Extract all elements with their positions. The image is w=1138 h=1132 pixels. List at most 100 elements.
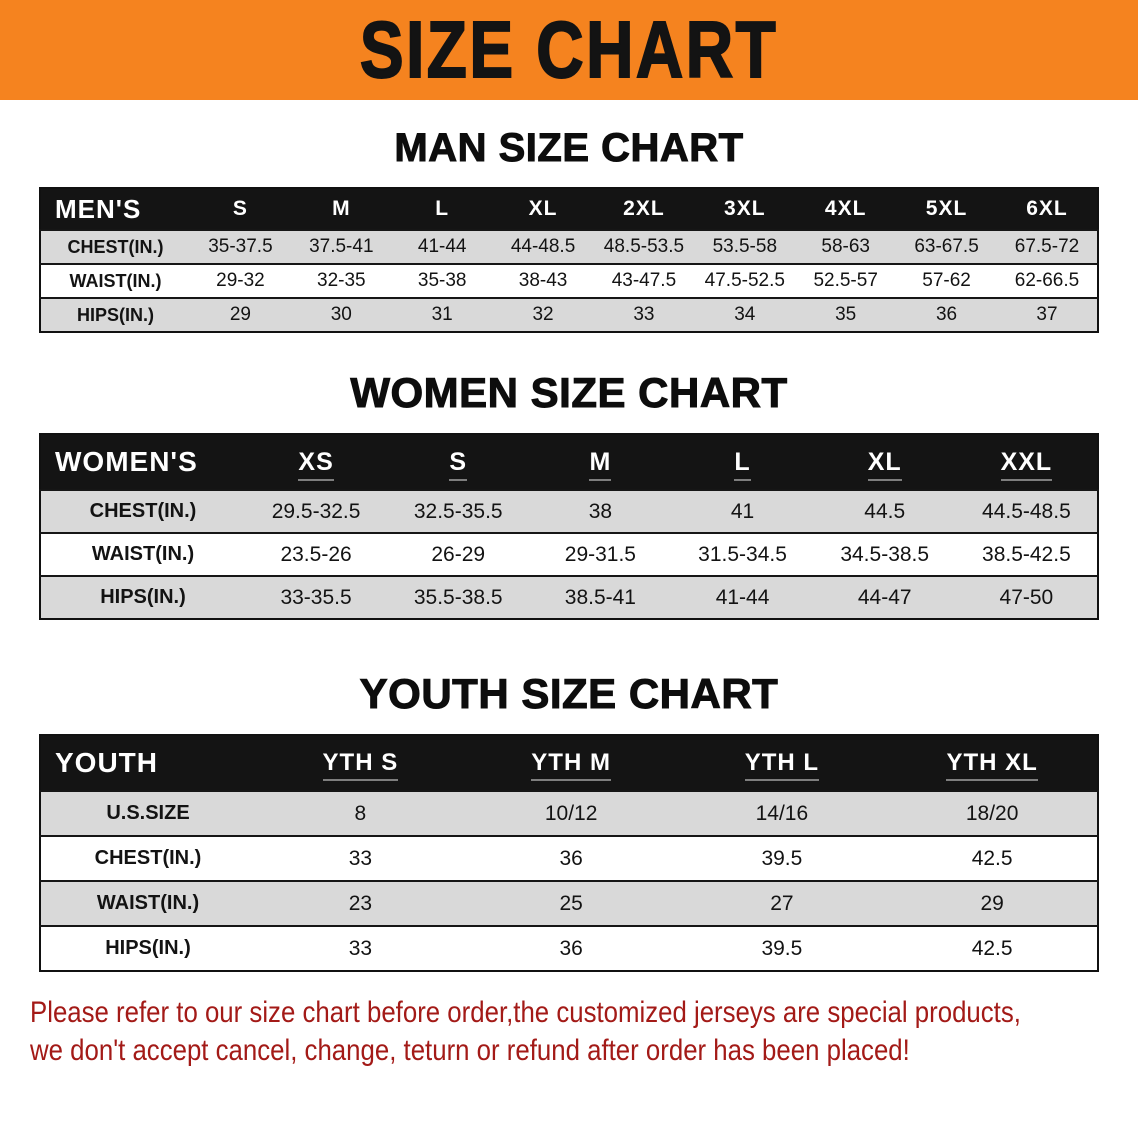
- value-cell: 44.5: [813, 489, 956, 533]
- men-size-table: MEN'S S M L XL 2XL 3XL 4XL 5XL 6XL CHEST(IN.) 35-37…: [39, 187, 1099, 333]
- size-column-header: 4XL: [795, 188, 897, 230]
- header-row: MEN'S S M L XL 2XL 3XL 4XL 5XL 6XL: [40, 188, 1098, 230]
- value-cell: 10/12: [465, 790, 677, 836]
- value-cell: 38.5-41: [529, 575, 672, 619]
- size-column-header: L: [671, 434, 814, 490]
- value-cell: 31: [391, 297, 493, 332]
- value-cell: 23.5-26: [245, 532, 388, 576]
- measurement-row: HIPS(IN.) 33-35.5 35.5-38.5 38.5-41 41-44 44-…: [40, 575, 1098, 619]
- row-label-cell: CHEST(IN.): [40, 229, 190, 264]
- value-cell: 36: [896, 297, 997, 332]
- row-label-cell: HIPS(IN.): [40, 575, 245, 619]
- value-cell: 29-31.5: [529, 532, 672, 576]
- size-column-header: M: [290, 188, 392, 230]
- value-cell: 32.5-35.5: [387, 489, 530, 533]
- value-cell: 37: [997, 297, 1098, 332]
- value-cell: 27: [676, 880, 888, 926]
- size-column-header: S: [190, 188, 291, 230]
- value-cell: 32: [492, 297, 594, 332]
- row-label-cell: WAIST(IN.): [40, 880, 255, 926]
- women-size-table: WOMEN'S XS S M L XL XXL CHEST(IN.) 29.5-32.5 32.5…: [39, 433, 1099, 620]
- value-cell: 35-38: [391, 263, 493, 298]
- row-label-cell: U.S.SIZE: [40, 790, 255, 836]
- value-cell: 37.5-41: [290, 229, 392, 264]
- row-label-cell: HIPS(IN.): [40, 925, 255, 971]
- value-cell: 29: [887, 880, 1098, 926]
- value-cell: 62-66.5: [997, 263, 1098, 298]
- men-size-section: MAN SIZE CHART MEN'S S M L XL 2XL 3XL 4XL 5XL 6XL…: [0, 126, 1138, 333]
- value-cell: 63-67.5: [896, 229, 997, 264]
- size-column-header: XXL: [955, 434, 1098, 490]
- value-cell: 35-37.5: [190, 229, 291, 264]
- value-cell: 14/16: [676, 790, 888, 836]
- value-cell: 47-50: [955, 575, 1098, 619]
- row-label-cell: CHEST(IN.): [40, 835, 255, 881]
- size-column-header: YTH XL: [887, 735, 1098, 791]
- size-chart-page: SIZE CHART MAN SIZE CHART MEN'S S M L XL 2XL 3…: [0, 0, 1138, 1070]
- value-cell: 53.5-58: [694, 229, 796, 264]
- value-cell: 34.5-38.5: [813, 532, 956, 576]
- value-cell: 67.5-72: [997, 229, 1098, 264]
- value-cell: 41-44: [671, 575, 814, 619]
- size-column-header: YTH M: [465, 735, 677, 791]
- value-cell: 44-48.5: [492, 229, 594, 264]
- value-cell: 38-43: [492, 263, 594, 298]
- row-label-cell: WAIST(IN.): [40, 263, 190, 298]
- youth-size-table: YOUTH YTH S YTH M YTH L YTH XL U.S.SIZE 8 10/12…: [39, 734, 1099, 972]
- value-cell: 35.5-38.5: [387, 575, 530, 619]
- value-cell: 29-32: [190, 263, 291, 298]
- size-column-header: YTH L: [676, 735, 888, 791]
- value-cell: 29.5-32.5: [245, 489, 388, 533]
- banner-title: SIZE CHART: [359, 5, 779, 94]
- value-cell: 29: [190, 297, 291, 332]
- value-cell: 36: [465, 925, 677, 971]
- size-column-header: XS: [245, 434, 388, 490]
- disclaimer: Please refer to our size chart before or…: [0, 972, 1138, 1070]
- size-column-header: S: [387, 434, 530, 490]
- value-cell: 23: [255, 880, 466, 926]
- value-cell: 26-29: [387, 532, 530, 576]
- value-cell: 18/20: [887, 790, 1098, 836]
- value-cell: 47.5-52.5: [694, 263, 796, 298]
- value-cell: 25: [465, 880, 677, 926]
- women-section-heading: WOMEN SIZE CHART: [350, 369, 788, 417]
- size-column-header: 5XL: [896, 188, 997, 230]
- header-row: WOMEN'S XS S M L XL XXL: [40, 434, 1098, 490]
- size-chart-banner: SIZE CHART: [0, 0, 1138, 100]
- value-cell: 39.5: [676, 925, 888, 971]
- value-cell: 33: [593, 297, 695, 332]
- value-cell: 41-44: [391, 229, 493, 264]
- value-cell: 33-35.5: [245, 575, 388, 619]
- value-cell: 39.5: [676, 835, 888, 881]
- row-label-cell: HIPS(IN.): [40, 297, 190, 332]
- measurement-row: U.S.SIZE 8 10/12 14/16 18/20: [40, 790, 1098, 836]
- size-column-header: M: [529, 434, 672, 490]
- value-cell: 32-35: [290, 263, 392, 298]
- disclaimer-line-1: Please refer to our size chart before or…: [30, 996, 1021, 1029]
- measurement-row: HIPS(IN.) 29 30 31 32 33 34 35 36 37: [40, 297, 1098, 332]
- value-cell: 31.5-34.5: [671, 532, 814, 576]
- value-cell: 43-47.5: [593, 263, 695, 298]
- size-column-header: XL: [492, 188, 594, 230]
- value-cell: 38.5-42.5: [955, 532, 1098, 576]
- measurement-row: CHEST(IN.) 35-37.5 37.5-41 41-44 44-48.5 48.5…: [40, 229, 1098, 264]
- size-column-header: 2XL: [593, 188, 695, 230]
- value-cell: 58-63: [795, 229, 897, 264]
- value-cell: 30: [290, 297, 392, 332]
- value-cell: 38: [529, 489, 672, 533]
- value-cell: 36: [465, 835, 677, 881]
- row-label-cell: WAIST(IN.): [40, 532, 245, 576]
- value-cell: 44.5-48.5: [955, 489, 1098, 533]
- size-column-header: L: [391, 188, 493, 230]
- value-cell: 57-62: [896, 263, 997, 298]
- measurement-row: WAIST(IN.) 29-32 32-35 35-38 38-43 43-47.5 47.…: [40, 263, 1098, 298]
- measurement-row: CHEST(IN.) 29.5-32.5 32.5-35.5 38 41 44.5 44.5…: [40, 489, 1098, 533]
- women-size-section: WOMEN SIZE CHART WOMEN'S XS S M L XL XXL CHEST(…: [0, 369, 1138, 620]
- value-cell: 33: [255, 925, 466, 971]
- value-cell: 33: [255, 835, 466, 881]
- youth-size-section: YOUTH SIZE CHART YOUTH YTH S YTH M YTH L YTH…: [0, 670, 1138, 972]
- row-label-cell: CHEST(IN.): [40, 489, 245, 533]
- value-cell: 41: [671, 489, 814, 533]
- size-column-header: YTH S: [255, 735, 466, 791]
- value-cell: 42.5: [887, 925, 1098, 971]
